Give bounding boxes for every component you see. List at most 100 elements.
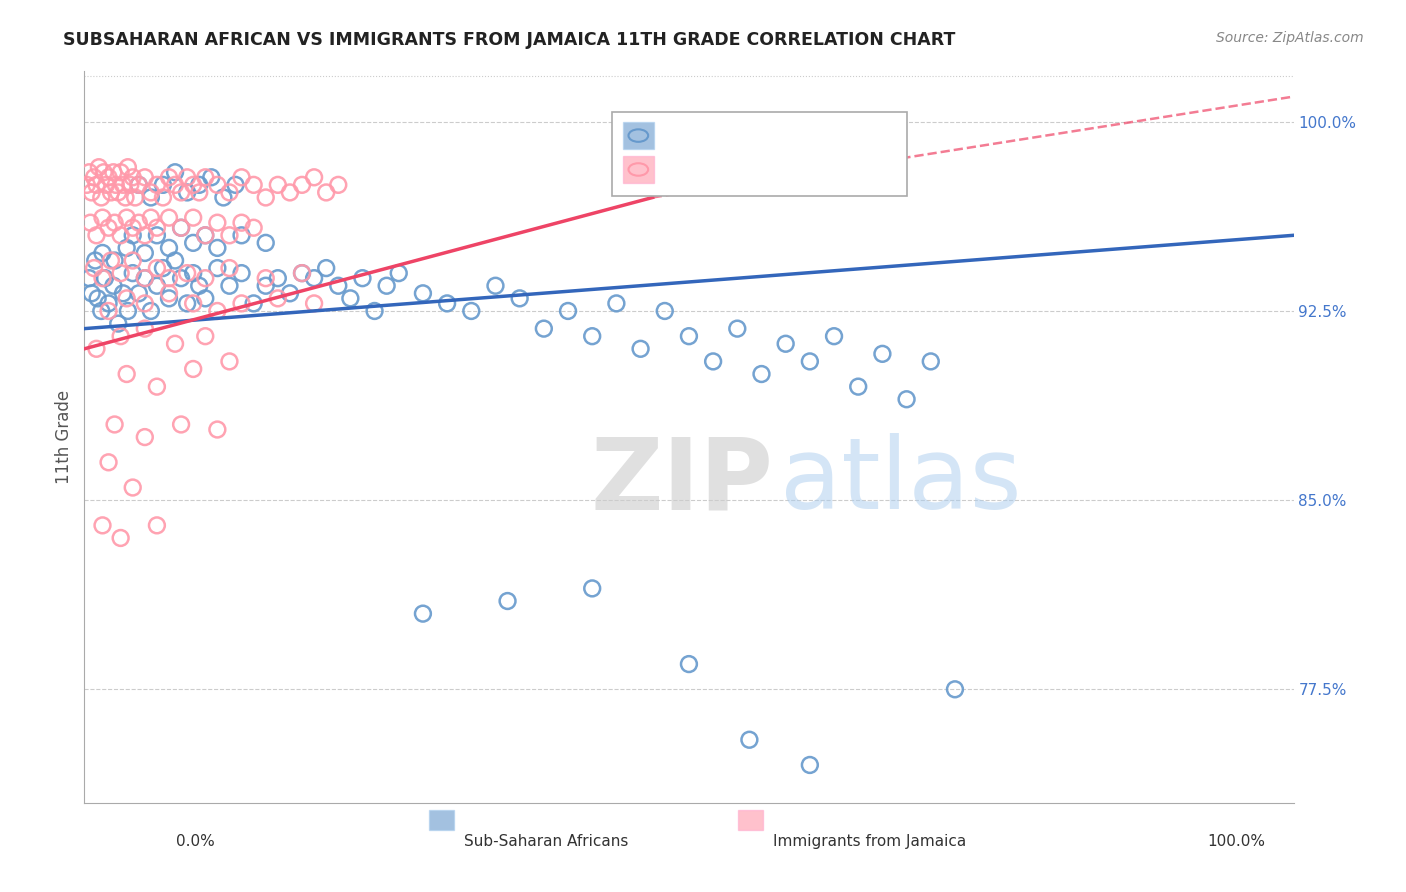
Point [267, 291, 290, 305]
Point [134, 321, 156, 335]
Point [181, 266, 204, 280]
Point [254, 278, 277, 293]
Point [165, 336, 187, 351]
Point [605, 296, 627, 310]
Point [128, 286, 150, 301]
Text: 100.0%: 100.0% [1208, 834, 1265, 849]
Point [218, 228, 240, 243]
Point [181, 362, 204, 376]
Point [207, 216, 229, 230]
Point [97, 455, 120, 469]
Point [128, 178, 150, 192]
Point [134, 170, 156, 185]
Point [110, 266, 132, 280]
Point [581, 329, 603, 343]
Point [157, 211, 180, 225]
Point [110, 329, 132, 343]
Point [291, 266, 314, 280]
Point [157, 241, 180, 255]
Point [176, 186, 198, 200]
Point [97, 296, 120, 310]
Point [107, 186, 129, 200]
Point [117, 304, 139, 318]
Point [91, 211, 114, 225]
Point [170, 220, 193, 235]
Point [94, 271, 117, 285]
Point [176, 296, 198, 310]
Point [557, 304, 579, 318]
Point [157, 170, 180, 185]
Point [77, 271, 100, 285]
Point [212, 190, 235, 204]
Text: Immigrants from Jamaica: Immigrants from Jamaica [773, 834, 966, 849]
Point [115, 367, 138, 381]
Y-axis label: 11th Grade: 11th Grade [55, 390, 73, 484]
Point [194, 271, 217, 285]
Point [496, 594, 519, 608]
Point [157, 286, 180, 301]
Point [231, 216, 253, 230]
Point [896, 392, 918, 407]
Point [83, 261, 105, 276]
Point [581, 582, 603, 596]
Point [188, 178, 211, 192]
Point [165, 253, 187, 268]
Point [242, 220, 264, 235]
Point [100, 253, 122, 268]
Point [90, 190, 112, 204]
Point [97, 304, 120, 318]
Point [107, 317, 129, 331]
Point [110, 165, 132, 179]
Point [80, 186, 103, 200]
Point [200, 170, 222, 185]
Point [146, 278, 169, 293]
Point [86, 291, 108, 305]
Point [86, 228, 108, 243]
Point [231, 296, 253, 310]
Point [121, 266, 143, 280]
Point [254, 235, 277, 250]
Point [121, 220, 143, 235]
Point [846, 379, 869, 393]
Point [110, 531, 132, 545]
Point [207, 178, 229, 192]
Point [943, 682, 966, 697]
Point [121, 170, 143, 185]
Point [139, 190, 162, 204]
Point [146, 228, 169, 243]
Point [87, 160, 110, 174]
Point [110, 228, 132, 243]
Point [121, 481, 143, 495]
Point [91, 271, 114, 285]
Point [678, 657, 700, 671]
Point [157, 271, 180, 285]
Point [146, 518, 169, 533]
Point [678, 329, 700, 343]
Point [103, 165, 125, 179]
Point [207, 423, 229, 437]
Point [194, 291, 217, 305]
Point [375, 278, 398, 293]
Point [412, 607, 434, 621]
Point [412, 286, 434, 301]
Point [328, 178, 350, 192]
Point [76, 178, 98, 192]
Point [112, 178, 135, 192]
Point [97, 170, 120, 185]
Point [104, 417, 127, 432]
Point [115, 211, 138, 225]
Point [134, 296, 156, 310]
Point [920, 354, 942, 368]
Point [86, 178, 108, 192]
Point [80, 286, 103, 301]
Point [302, 170, 325, 185]
Point [139, 304, 162, 318]
Point [218, 354, 240, 368]
Text: Sub-Saharan Africans: Sub-Saharan Africans [464, 834, 628, 849]
Point [509, 291, 531, 305]
Point [363, 304, 385, 318]
Point [146, 379, 169, 393]
Point [176, 170, 198, 185]
Point [120, 178, 142, 192]
Point [139, 186, 162, 200]
